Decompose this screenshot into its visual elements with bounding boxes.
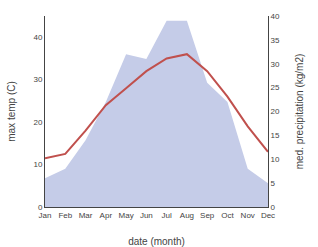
svg-text:Mar: Mar [79, 211, 93, 220]
svg-text:Apr: Apr [100, 211, 113, 220]
svg-text:Dec: Dec [261, 211, 275, 220]
svg-text:date (month): date (month) [128, 236, 185, 247]
svg-text:Nov: Nov [241, 211, 255, 220]
svg-text:30: 30 [271, 60, 280, 69]
svg-text:May: May [119, 211, 134, 220]
svg-text:10: 10 [33, 160, 42, 169]
svg-text:Feb: Feb [58, 211, 72, 220]
svg-text:Oct: Oct [221, 211, 234, 220]
svg-text:25: 25 [271, 83, 280, 92]
svg-text:40: 40 [33, 33, 42, 42]
svg-text:0: 0 [38, 203, 43, 212]
svg-text:Sep: Sep [200, 211, 215, 220]
svg-text:0: 0 [271, 203, 276, 212]
svg-text:max temp (C): max temp (C) [6, 81, 17, 142]
svg-text:5: 5 [271, 179, 276, 188]
svg-text:35: 35 [271, 36, 280, 45]
svg-text:10: 10 [271, 155, 280, 164]
svg-text:20: 20 [271, 107, 280, 116]
svg-text:20: 20 [33, 118, 42, 127]
svg-text:40: 40 [271, 12, 280, 21]
svg-text:15: 15 [271, 131, 280, 140]
svg-text:med. precipitation (kg/m2): med. precipitation (kg/m2) [294, 54, 305, 170]
svg-text:Aug: Aug [180, 211, 194, 220]
svg-text:Jul: Jul [162, 211, 172, 220]
svg-text:30: 30 [33, 75, 42, 84]
svg-text:Jun: Jun [140, 211, 153, 220]
svg-text:Jan: Jan [39, 211, 52, 220]
